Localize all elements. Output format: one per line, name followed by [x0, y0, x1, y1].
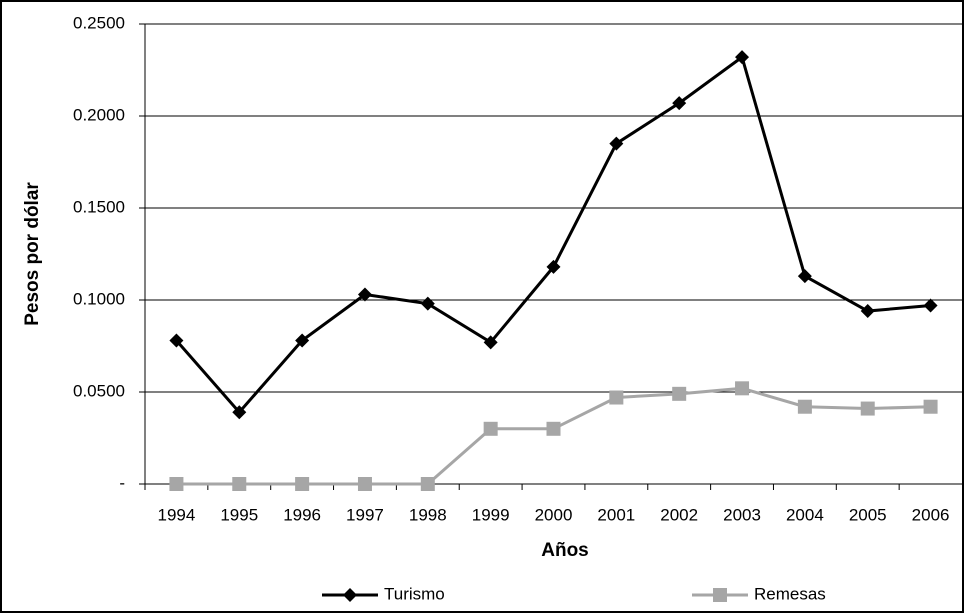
data-point [609, 390, 624, 405]
y-tick-label: 0.2000 [73, 105, 125, 124]
data-point [923, 298, 938, 313]
data-point [797, 399, 812, 414]
data-point [483, 421, 498, 436]
legend-label: Remesas [754, 584, 826, 603]
data-point [797, 269, 812, 284]
y-tick-label: - [119, 473, 125, 492]
data-point [672, 96, 687, 111]
data-point [357, 287, 372, 302]
legend-marker [713, 588, 727, 602]
x-tick-label: 1998 [409, 505, 447, 524]
data-point [609, 136, 624, 151]
x-tick-label: 2000 [535, 505, 573, 524]
data-point [546, 421, 561, 436]
data-point [420, 296, 435, 311]
data-point [357, 477, 372, 491]
data-point [860, 401, 875, 416]
data-point [295, 333, 310, 348]
data-point [232, 405, 247, 420]
y-tick-label: 0.1500 [73, 197, 125, 216]
data-point [169, 477, 184, 491]
x-tick-label: 1999 [472, 505, 510, 524]
legend-marker [343, 588, 357, 602]
data-point [169, 333, 184, 348]
y-tick-label: 0.2500 [73, 13, 125, 32]
x-tick-label: 1995 [220, 505, 258, 524]
x-tick-label: 1997 [346, 505, 384, 524]
x-tick-label: 2005 [849, 505, 887, 524]
data-point [860, 304, 875, 319]
data-point [483, 335, 498, 350]
y-tick-label: 0.0500 [73, 381, 125, 400]
x-tick-label: 1996 [283, 505, 321, 524]
data-point [232, 477, 247, 491]
legend-label: Turismo [384, 584, 445, 603]
data-point [735, 381, 750, 396]
y-axis-title: Pesos por dólar [22, 182, 43, 326]
x-tick-label: 2001 [597, 505, 635, 524]
x-tick-label: 2003 [723, 505, 761, 524]
y-tick-label: 0.1000 [73, 289, 125, 308]
x-axis-title: Años [541, 540, 589, 561]
x-tick-label: 2004 [786, 505, 824, 524]
data-point [672, 386, 687, 401]
data-point [546, 259, 561, 274]
data-point [735, 50, 750, 65]
data-point [295, 477, 310, 491]
data-point [923, 399, 938, 414]
x-tick-label: 1994 [158, 505, 196, 524]
x-tick-label: 2002 [660, 505, 698, 524]
x-tick-label: 2006 [912, 505, 950, 524]
data-point [420, 477, 435, 491]
